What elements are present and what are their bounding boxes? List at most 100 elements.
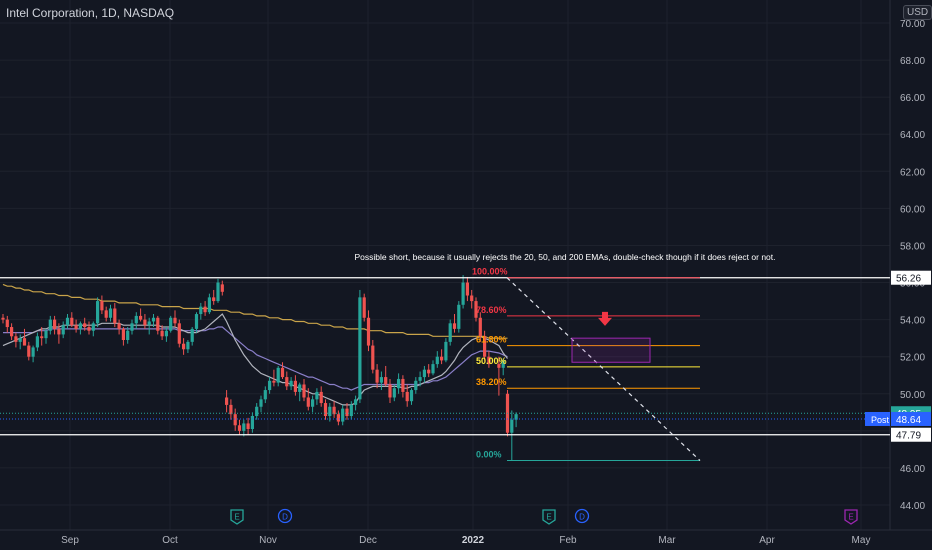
candle-body[interactable] <box>501 360 505 368</box>
candle-body[interactable] <box>431 364 435 374</box>
currency-label[interactable]: USD <box>903 5 932 20</box>
candle-body[interactable] <box>130 323 134 331</box>
candle-body[interactable] <box>306 397 310 407</box>
candle-body[interactable] <box>233 414 237 426</box>
candle-body[interactable] <box>289 380 293 387</box>
candle-body[interactable] <box>147 321 151 326</box>
candle-body[interactable] <box>461 282 465 305</box>
candle-body[interactable] <box>14 336 18 342</box>
candle-body[interactable] <box>169 317 173 331</box>
candle-body[interactable] <box>134 315 138 324</box>
candle-body[interactable] <box>384 377 388 385</box>
candle-body[interactable] <box>392 388 396 398</box>
candle-body[interactable] <box>113 308 117 324</box>
candle-body[interactable] <box>22 338 27 346</box>
candle-body[interactable] <box>1 317 5 320</box>
candle-body[interactable] <box>470 295 474 302</box>
candle-body[interactable] <box>121 328 125 341</box>
candle-body[interactable] <box>78 323 82 329</box>
candle-body[interactable] <box>366 317 371 346</box>
candle-body[interactable] <box>164 330 168 337</box>
candle-body[interactable] <box>293 380 297 392</box>
candle-body[interactable] <box>478 317 482 337</box>
candle-body[interactable] <box>96 301 100 324</box>
candle-body[interactable] <box>280 367 285 378</box>
candle-body[interactable] <box>514 414 518 420</box>
candle-body[interactable] <box>177 323 181 344</box>
candle-body[interactable] <box>319 391 323 404</box>
candle-body[interactable] <box>315 391 319 400</box>
candle-body[interactable] <box>225 397 229 405</box>
candle-body[interactable] <box>414 380 418 391</box>
candle-body[interactable] <box>35 336 39 348</box>
candle-body[interactable] <box>397 378 401 389</box>
candle-body[interactable] <box>126 330 130 341</box>
candle-body[interactable] <box>212 297 216 302</box>
candle-body[interactable] <box>117 323 121 329</box>
candle-body[interactable] <box>100 301 104 311</box>
candle-body[interactable] <box>65 317 70 326</box>
candle-body[interactable] <box>151 317 156 322</box>
candle-body[interactable] <box>259 399 263 407</box>
candle-body[interactable] <box>182 343 186 350</box>
candle-body[interactable] <box>358 297 362 400</box>
candle-body[interactable] <box>268 380 272 391</box>
candle-body[interactable] <box>276 367 280 383</box>
down-arrow-icon[interactable] <box>598 311 612 326</box>
candle-body[interactable] <box>190 328 194 342</box>
candle-body[interactable] <box>311 399 315 407</box>
candle-body[interactable] <box>440 356 444 361</box>
dividend-marker-icon[interactable] <box>574 508 590 524</box>
candle-body[interactable] <box>272 380 276 383</box>
candle-body[interactable] <box>57 328 61 335</box>
candle-body[interactable] <box>70 317 74 326</box>
candle-body[interactable] <box>427 369 431 374</box>
candle-body[interactable] <box>173 317 177 324</box>
candle-body[interactable] <box>199 306 203 315</box>
candle-body[interactable] <box>207 297 211 313</box>
candle-body[interactable] <box>323 403 328 417</box>
earnings-marker-icon[interactable] <box>230 509 244 525</box>
candle-body[interactable] <box>298 384 302 392</box>
candle-body[interactable] <box>465 282 469 296</box>
candle-body[interactable] <box>263 390 267 400</box>
candle-body[interactable] <box>242 423 246 431</box>
candle-body[interactable] <box>44 330 48 339</box>
candle-body[interactable] <box>401 378 405 392</box>
candle-body[interactable] <box>31 347 35 357</box>
candle-body[interactable] <box>10 327 14 337</box>
candle-body[interactable] <box>203 306 207 313</box>
candle-body[interactable] <box>510 419 514 433</box>
candle-body[interactable] <box>108 308 113 318</box>
candle-body[interactable] <box>285 377 289 387</box>
candle-body[interactable] <box>349 404 353 417</box>
symbol-title[interactable]: Intel Corporation, 1D, NASDAQ <box>6 6 175 20</box>
candle-body[interactable] <box>220 284 224 292</box>
earnings-marker-icon[interactable] <box>542 509 556 525</box>
candle-body[interactable] <box>354 399 358 405</box>
candle-body[interactable] <box>250 416 254 429</box>
candle-body[interactable] <box>246 423 250 429</box>
candle-body[interactable] <box>457 304 461 329</box>
candle-body[interactable] <box>186 341 190 350</box>
candle-body[interactable] <box>409 390 414 402</box>
candle-body[interactable] <box>5 319 9 328</box>
candle-body[interactable] <box>405 391 409 402</box>
candle-body[interactable] <box>452 323 457 329</box>
candle-body[interactable] <box>156 317 160 331</box>
candle-body[interactable] <box>139 315 143 320</box>
candle-body[interactable] <box>61 325 65 335</box>
candle-body[interactable] <box>160 330 164 337</box>
candle-body[interactable] <box>435 356 439 365</box>
candle-body[interactable] <box>487 356 491 365</box>
candle-body[interactable] <box>143 319 147 326</box>
candle-body[interactable] <box>302 384 306 398</box>
candle-body[interactable] <box>345 408 349 417</box>
candle-body[interactable] <box>483 336 487 357</box>
candle-body[interactable] <box>371 345 375 370</box>
candle-body[interactable] <box>362 297 366 318</box>
candle-body[interactable] <box>83 323 87 328</box>
candle-body[interactable] <box>74 325 78 329</box>
candle-body[interactable] <box>48 319 52 331</box>
candle-body[interactable] <box>388 384 392 398</box>
